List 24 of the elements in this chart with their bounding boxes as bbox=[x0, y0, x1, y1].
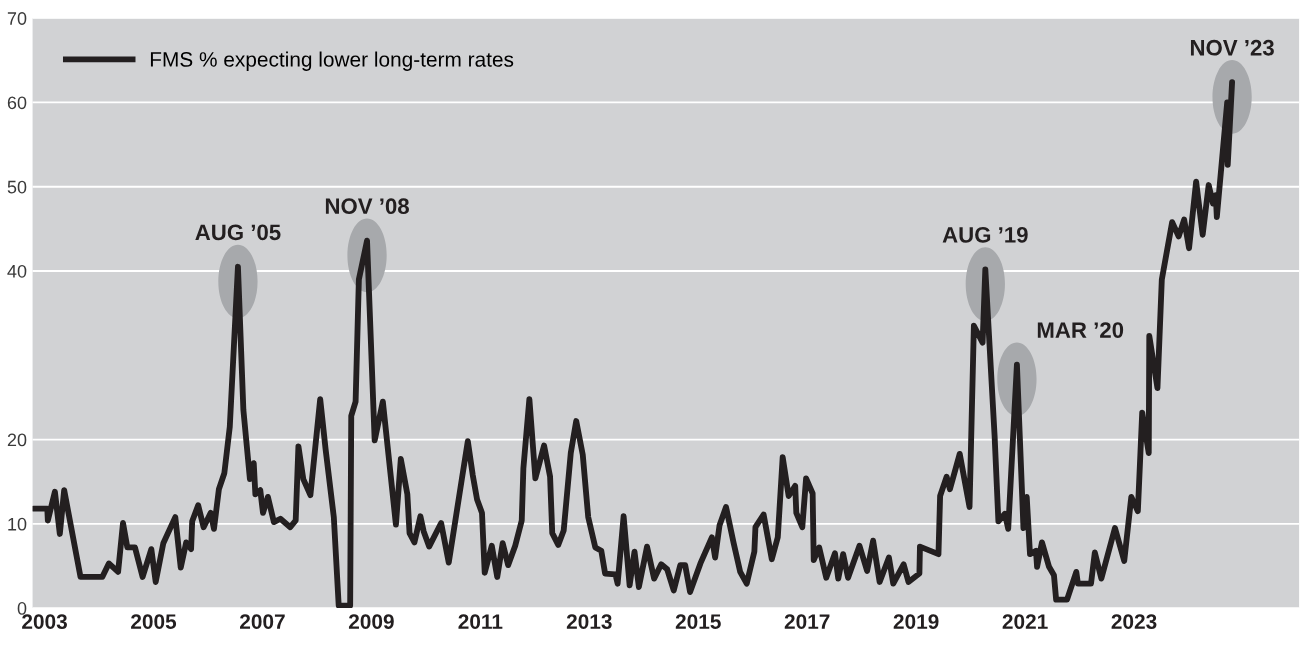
y-tick-label: 60 bbox=[7, 96, 27, 110]
annotation: AUG ’05 bbox=[195, 224, 281, 241]
x-tick-label: 2015 bbox=[675, 614, 721, 629]
x-tick-label: 2021 bbox=[1002, 614, 1048, 629]
annotation: NOV ’23 bbox=[1190, 39, 1274, 56]
y-tick-label: 40 bbox=[7, 264, 27, 278]
annotation: MAR ’20 bbox=[1037, 322, 1124, 338]
x-tick-label: 2013 bbox=[566, 614, 612, 629]
x-tick-label: 2007 bbox=[240, 614, 285, 629]
x-tick-label: 2009 bbox=[348, 614, 394, 629]
x-tick-label: 2019 bbox=[893, 614, 939, 629]
annotation: NOV ’08 bbox=[325, 198, 409, 215]
x-tick-label: 2005 bbox=[131, 614, 177, 629]
y-tick-label: 0 bbox=[17, 602, 27, 615]
legend-label: FMS % expecting lower long-term rates bbox=[150, 51, 514, 71]
x-tick-label: 2017 bbox=[784, 614, 830, 629]
y-tick-label: 70 bbox=[7, 12, 27, 25]
y-tick-label: 50 bbox=[7, 180, 27, 194]
y-tick-label: 20 bbox=[7, 433, 27, 447]
x-tick-label: 2003 bbox=[22, 614, 67, 629]
annotation: AUG ’19 bbox=[942, 226, 1028, 243]
x-tick-label: 2023 bbox=[1111, 614, 1157, 629]
y-tick-label: 10 bbox=[8, 517, 27, 531]
x-tick-label: 2011 bbox=[458, 614, 503, 629]
